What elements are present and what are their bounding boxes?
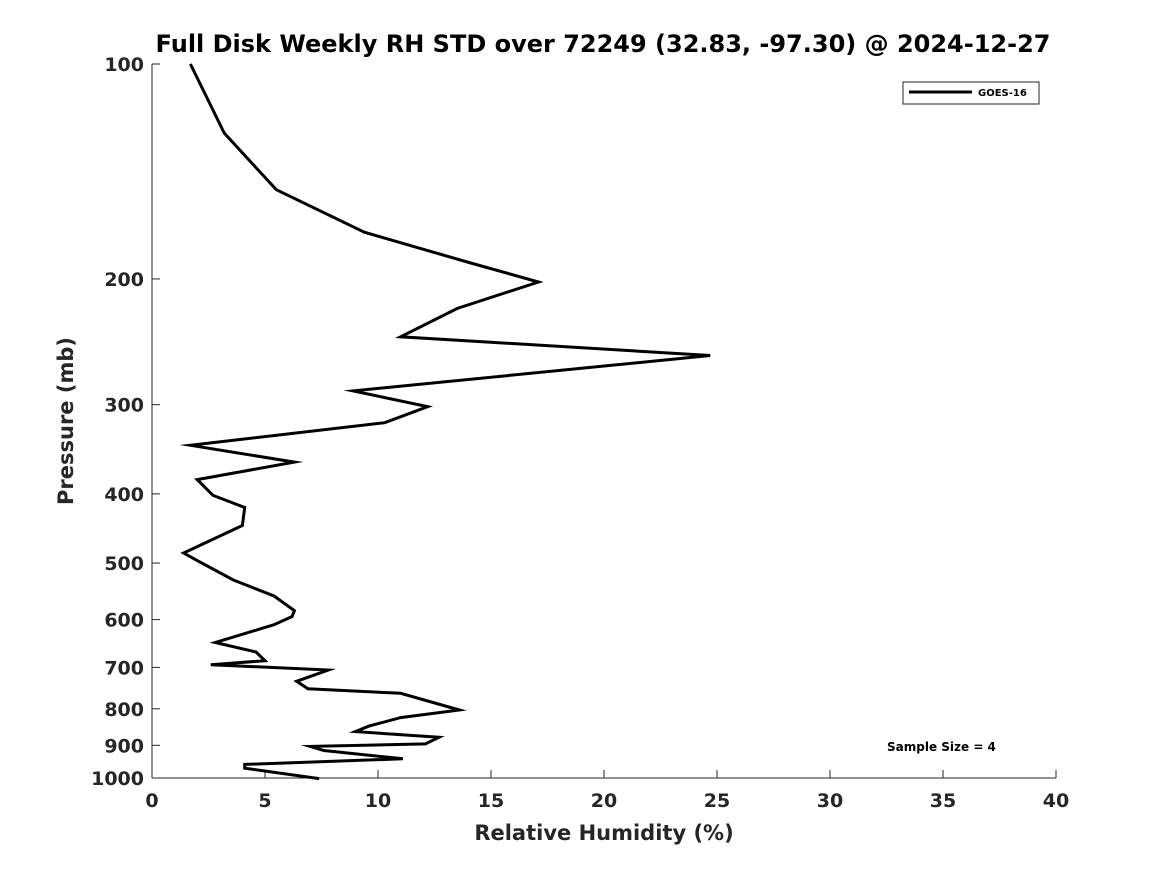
x-tick-label: 40	[1043, 790, 1069, 812]
y-tick-label: 500	[104, 553, 144, 575]
x-tick-label: 25	[704, 790, 730, 812]
series-group	[179, 63, 711, 781]
y-tick-label: 1000	[91, 768, 144, 790]
x-axis-ticks: 0 5 10 15 20 25 30 35 40	[145, 770, 1069, 812]
y-axis-label: Pressure (mb)	[54, 337, 78, 505]
x-tick-label: 15	[478, 790, 504, 812]
x-axis-label: Relative Humidity (%)	[474, 821, 733, 845]
y-tick-label: 400	[104, 484, 144, 506]
x-tick-label: 10	[365, 790, 391, 812]
x-tick-label: 20	[591, 790, 617, 812]
y-tick-label: 100	[104, 54, 144, 76]
x-tick-label: 0	[145, 790, 158, 812]
y-axis-ticks: 100 200 300 400 500 600 700 800 900 1000	[91, 54, 160, 790]
chart-title: Full Disk Weekly RH STD over 72249 (32.8…	[156, 30, 1051, 58]
y-tick-label: 200	[104, 269, 144, 291]
y-tick-label: 300	[104, 395, 144, 417]
y-tick-label: 600	[104, 610, 144, 632]
legend-entry-goes-16: GOES-16	[978, 88, 1027, 99]
x-tick-label: 30	[817, 790, 843, 812]
x-tick-label: 35	[930, 790, 956, 812]
series-line-goes-16	[179, 63, 711, 781]
y-tick-label: 800	[104, 699, 144, 721]
x-tick-label: 5	[258, 790, 271, 812]
y-tick-label: 900	[104, 735, 144, 757]
legend: GOES-16	[902, 81, 1040, 105]
sample-size-annotation: Sample Size = 4	[887, 740, 996, 754]
y-tick-label: 700	[104, 657, 144, 679]
